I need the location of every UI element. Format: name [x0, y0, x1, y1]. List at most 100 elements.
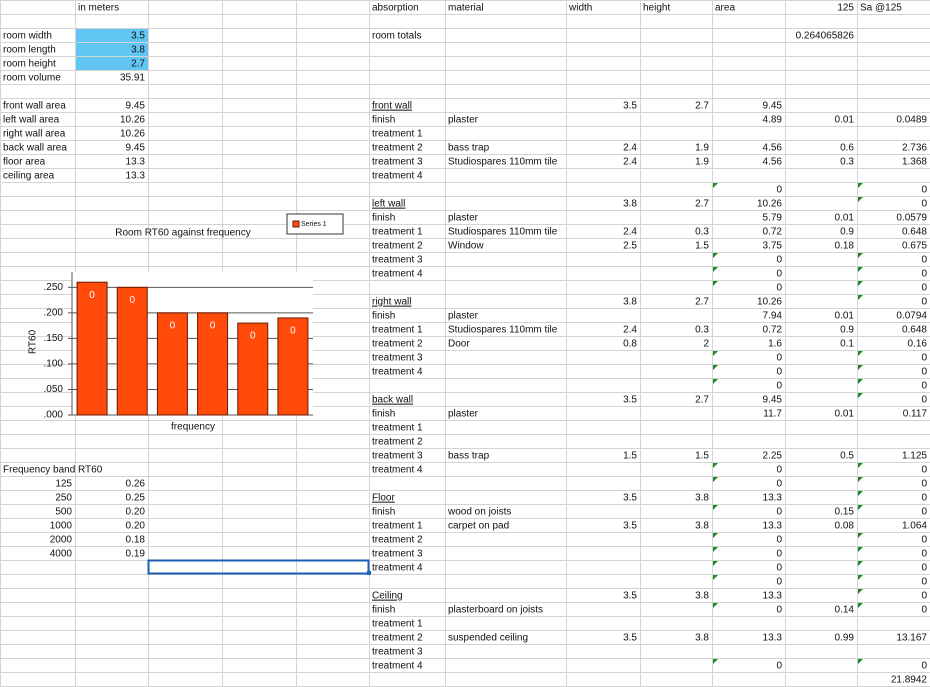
- cell-text: plaster: [448, 409, 479, 420]
- cell-text: 0: [921, 381, 927, 392]
- cell-text: 250: [55, 493, 72, 504]
- cell-text: 0.1: [840, 339, 854, 350]
- cell-text: 3.8: [695, 591, 709, 602]
- cell-text: absorption: [372, 3, 419, 14]
- cell-text: 1.368: [902, 157, 927, 168]
- cell-text: Window: [448, 241, 484, 252]
- error-indicator: [858, 393, 863, 398]
- cell-text: 0: [921, 563, 927, 574]
- cell-text: 0.8: [623, 339, 637, 350]
- cell-text: 0.0489: [896, 115, 927, 126]
- error-indicator: [858, 505, 863, 510]
- cell-text: 0.648: [902, 227, 927, 238]
- cell-text: 0: [776, 283, 782, 294]
- error-indicator: [858, 351, 863, 356]
- cell-text: front wall area: [3, 101, 66, 112]
- cell-text: 1.5: [695, 241, 709, 252]
- cell-text: 1.5: [695, 451, 709, 462]
- cell-text: treatment 1: [372, 521, 423, 532]
- cell-text: 1.5: [623, 451, 637, 462]
- cell-text: 2.4: [623, 325, 637, 336]
- y-tick-label: .250: [44, 282, 64, 293]
- error-indicator: [713, 183, 718, 188]
- cell-text: 2.4: [623, 143, 637, 154]
- cell-text: 9.45: [126, 101, 146, 112]
- cell-text: 0.99: [835, 633, 855, 644]
- error-indicator: [713, 267, 718, 272]
- cell-text: 0: [776, 577, 782, 588]
- cell-text: 3.8: [623, 297, 637, 308]
- cell-text: RT60: [78, 465, 103, 476]
- cell-text: 0: [776, 353, 782, 364]
- cell-text: 0.01: [835, 115, 855, 126]
- cell-text: 0.264065826: [796, 31, 855, 42]
- cell-text: 0.19: [126, 549, 146, 560]
- error-indicator: [858, 281, 863, 286]
- cell-text: 4.56: [763, 143, 783, 154]
- data-label: 0: [210, 320, 216, 331]
- cell-text: 3.5: [623, 101, 637, 112]
- cell-text: bass trap: [448, 451, 490, 462]
- cell-text: 0: [921, 269, 927, 280]
- error-indicator: [858, 253, 863, 258]
- error-indicator: [713, 463, 718, 468]
- cell-text: 0.72: [763, 325, 783, 336]
- cell-text: 0: [921, 493, 927, 504]
- cell-text: 0.01: [835, 213, 855, 224]
- cell-text: room length: [3, 45, 56, 56]
- cell-text: 4.56: [763, 157, 783, 168]
- cell-text: 0: [921, 353, 927, 364]
- cell-text: 0.20: [126, 521, 146, 532]
- cell-text: 1.9: [695, 157, 709, 168]
- input-cell: [75, 28, 148, 42]
- cell-text: 2.7: [695, 199, 709, 210]
- cell-text: 9.45: [763, 395, 783, 406]
- cell-text: 0.9: [840, 227, 854, 238]
- cell-text: finish: [372, 311, 395, 322]
- error-indicator: [713, 365, 718, 370]
- cell-text: 0: [776, 367, 782, 378]
- cell-text: 0.72: [763, 227, 783, 238]
- cell-text: treatment 2: [372, 241, 423, 252]
- cell-text: 0: [776, 255, 782, 266]
- error-indicator: [858, 547, 863, 552]
- cell-text: wood on joists: [447, 507, 511, 518]
- cell-text: back wall: [372, 395, 413, 406]
- cell-text: 4.89: [763, 115, 783, 126]
- cell-text: 0.14: [835, 605, 855, 616]
- error-indicator: [858, 575, 863, 580]
- input-cell: [75, 56, 148, 70]
- cell-text: 0: [921, 297, 927, 308]
- cell-text: 0: [921, 283, 927, 294]
- cell-text: 3.8: [623, 199, 637, 210]
- cell-text: left wall area: [3, 115, 60, 126]
- cell-text: 0: [921, 591, 927, 602]
- cell-text: treatment 2: [372, 339, 423, 350]
- cell-text: 4000: [50, 549, 73, 560]
- cell-text: 0: [921, 605, 927, 616]
- cell-text: 2000: [50, 535, 73, 546]
- cell-text: width: [568, 3, 592, 14]
- cell-text: 125: [55, 479, 72, 490]
- cell-text: Studiospares 110mm tile: [448, 325, 558, 336]
- cell-text: treatment 4: [372, 563, 423, 574]
- bar: [156, 312, 188, 416]
- cell-text: 5.79: [763, 213, 783, 224]
- cell-text: 0: [921, 465, 927, 476]
- cell-text: 0.648: [902, 325, 927, 336]
- cell-text: 3.5: [131, 31, 145, 42]
- error-indicator: [713, 547, 718, 552]
- cell-text: 3.8: [695, 493, 709, 504]
- cell-text: 3.5: [623, 493, 637, 504]
- cell-text: 0: [921, 507, 927, 518]
- cell-text: 0: [776, 269, 782, 280]
- cell-text: in meters: [78, 3, 119, 14]
- error-indicator: [858, 477, 863, 482]
- cell-text: finish: [372, 115, 395, 126]
- cell-text: 0: [921, 199, 927, 210]
- cell-text: ceiling area: [3, 171, 55, 182]
- cell-text: 0.3: [840, 157, 854, 168]
- cell-text: 0.15: [835, 507, 855, 518]
- cell-text: 11.7: [763, 409, 782, 420]
